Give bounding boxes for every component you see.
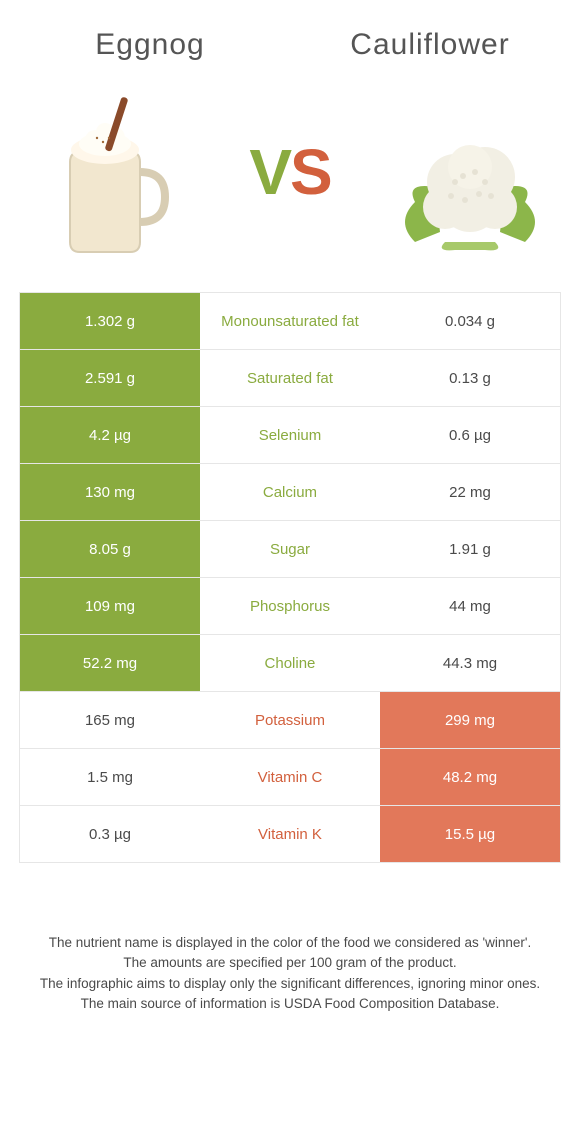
right-value: 0.034 g xyxy=(380,293,560,349)
left-food-title: Eggnog xyxy=(10,28,290,62)
right-value: 15.5 µg xyxy=(380,806,560,862)
right-value: 1.91 g xyxy=(380,521,560,577)
left-value: 0.3 µg xyxy=(20,806,200,862)
nutrient-label: Selenium xyxy=(200,407,380,463)
right-value: 0.13 g xyxy=(380,350,560,406)
table-row: 2.591 gSaturated fat0.13 g xyxy=(20,350,560,407)
cauliflower-icon xyxy=(385,92,555,262)
footer-line-3: The infographic aims to display only the… xyxy=(30,974,550,994)
nutrient-label: Calcium xyxy=(200,464,380,520)
images-row: VS xyxy=(10,62,570,292)
right-food-title: Cauliflower xyxy=(290,28,570,62)
table-row: 109 mgPhosphorus44 mg xyxy=(20,578,560,635)
table-row: 4.2 µgSelenium0.6 µg xyxy=(20,407,560,464)
nutrient-label: Sugar xyxy=(200,521,380,577)
left-food-image xyxy=(20,82,200,262)
comparison-table: 1.302 gMonounsaturated fat0.034 g2.591 g… xyxy=(19,292,561,863)
nutrient-label: Monounsaturated fat xyxy=(200,293,380,349)
footer-line-4: The main source of information is USDA F… xyxy=(30,994,550,1014)
right-value: 44.3 mg xyxy=(380,635,560,691)
nutrient-label: Saturated fat xyxy=(200,350,380,406)
table-row: 0.3 µgVitamin K15.5 µg xyxy=(20,806,560,863)
right-value: 44 mg xyxy=(380,578,560,634)
left-value: 1.302 g xyxy=(20,293,200,349)
left-value: 52.2 mg xyxy=(20,635,200,691)
table-row: 1.5 mgVitamin C48.2 mg xyxy=(20,749,560,806)
table-row: 130 mgCalcium22 mg xyxy=(20,464,560,521)
nutrient-label: Vitamin C xyxy=(200,749,380,805)
table-row: 52.2 mgCholine44.3 mg xyxy=(20,635,560,692)
left-value: 2.591 g xyxy=(20,350,200,406)
left-value: 109 mg xyxy=(20,578,200,634)
vs-letter-s: S xyxy=(290,140,331,204)
footer-line-1: The nutrient name is displayed in the co… xyxy=(30,933,550,953)
nutrient-label: Potassium xyxy=(200,692,380,748)
left-value: 130 mg xyxy=(20,464,200,520)
right-value: 299 mg xyxy=(380,692,560,748)
table-row: 1.302 gMonounsaturated fat0.034 g xyxy=(20,293,560,350)
right-food-image xyxy=(380,82,560,262)
nutrient-label: Phosphorus xyxy=(200,578,380,634)
eggnog-icon xyxy=(25,92,195,262)
right-value: 48.2 mg xyxy=(380,749,560,805)
left-value: 4.2 µg xyxy=(20,407,200,463)
footer-notes: The nutrient name is displayed in the co… xyxy=(10,933,570,1014)
footer-line-2: The amounts are specified per 100 gram o… xyxy=(30,953,550,973)
left-value: 165 mg xyxy=(20,692,200,748)
vs-letter-v: V xyxy=(249,140,290,204)
table-row: 165 mgPotassium299 mg xyxy=(20,692,560,749)
right-value: 22 mg xyxy=(380,464,560,520)
table-row: 8.05 gSugar1.91 g xyxy=(20,521,560,578)
left-value: 8.05 g xyxy=(20,521,200,577)
nutrient-label: Choline xyxy=(200,635,380,691)
nutrient-label: Vitamin K xyxy=(200,806,380,862)
right-value: 0.6 µg xyxy=(380,407,560,463)
header: Eggnog Cauliflower xyxy=(10,0,570,62)
vs-label: VS xyxy=(249,140,330,204)
left-value: 1.5 mg xyxy=(20,749,200,805)
